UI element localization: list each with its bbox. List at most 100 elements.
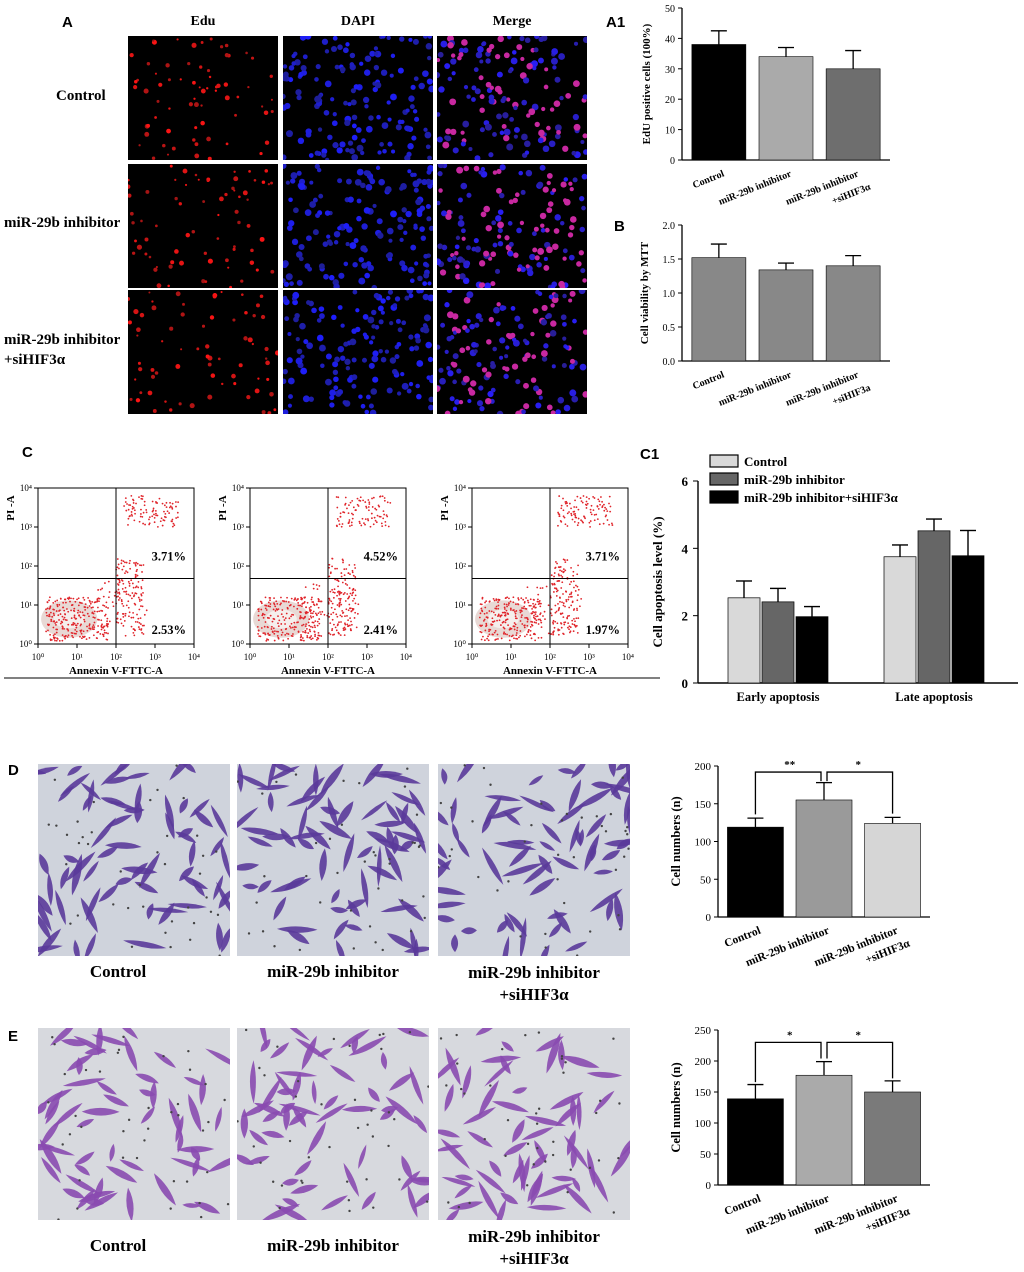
caption-d-control: Control	[89, 962, 147, 981]
significance-bracket	[754, 1041, 822, 1083]
transwell-image-control	[38, 764, 230, 956]
y-axis-label: Cell apoptosis level (%)	[650, 516, 665, 647]
fluorescence-image-edu-control	[128, 36, 278, 160]
x-tick-label: Late apoptosis	[895, 690, 973, 704]
x-tick-label: 10³	[149, 652, 161, 662]
transwell-image-e-inhibitor-sihif3a	[438, 1028, 630, 1220]
caption-e-control: Control	[89, 1236, 147, 1255]
x-tick-label: 10⁰	[244, 652, 257, 662]
quadrant-lower-percent: 1.97%	[586, 623, 620, 637]
y-tick-label: 10⁰	[231, 639, 244, 649]
x-tick-label: 10²	[322, 652, 334, 662]
x-tick-label: 10³	[361, 652, 373, 662]
x-tick-label: miR-29b inhibitor	[717, 168, 794, 207]
significance-mark: *	[856, 1029, 862, 1041]
quadrant-upper-percent: 3.71%	[152, 549, 186, 563]
x-tick-label: 10²	[544, 652, 556, 662]
caption-e-inhibitor: miR-29b inhibitor	[267, 1236, 399, 1255]
row-label-inhibitor: miR-29b inhibitor	[4, 215, 121, 231]
fluorescence-image-edu-inhibitor	[128, 164, 278, 288]
bar	[691, 257, 747, 362]
significance-mark: **	[784, 759, 796, 771]
y-tick-label: 10³	[232, 522, 244, 532]
x-axis-label: Annexin V-FTTC-A	[503, 665, 597, 677]
significance-bracket	[826, 1041, 894, 1079]
significance-bracket	[754, 771, 822, 815]
transwell-image-e-inhibitor	[237, 1028, 429, 1220]
bar	[727, 597, 761, 684]
bar	[795, 616, 829, 684]
fluorescence-image-merge-inhibitor	[437, 164, 587, 288]
y-tick-label: 10²	[454, 561, 466, 571]
row-label-inhibitor-sihif3a: miR-29b inhibitor +siHIF3α	[4, 332, 121, 368]
y-tick-label: 50	[700, 1149, 712, 1161]
quadrant-upper-percent: 4.52%	[364, 549, 398, 563]
x-tick-label: 10⁰	[32, 652, 45, 662]
quadrant-lower-percent: 2.53%	[152, 623, 186, 637]
y-tick-label: 0	[682, 676, 689, 691]
col-header-edu: Edu	[190, 14, 216, 29]
x-tick-label: miR-29b inhibitor	[784, 369, 861, 408]
y-axis-label: PI -A	[217, 495, 229, 520]
y-tick-label: 10⁰	[19, 639, 32, 649]
bar	[727, 826, 784, 918]
y-axis-label: PI -A	[5, 495, 17, 520]
y-tick-label: 10³	[20, 522, 32, 532]
chart-apoptosis: 0 2 4 6 Cell apoptosis level (%) Early apopto…	[650, 454, 1018, 704]
y-tick-label: 10¹	[20, 600, 32, 610]
bar	[795, 799, 853, 918]
x-tick-label: miR-29b inhibitor	[784, 168, 861, 207]
y-tick-label: 150	[695, 799, 712, 811]
y-axis-label: Cell numbers (n)	[669, 1062, 683, 1152]
legend-label: miR-29b inhibitor	[744, 472, 845, 487]
col-header-dapi: DAPI	[340, 14, 376, 29]
bar	[883, 556, 917, 684]
bar	[727, 1098, 784, 1186]
y-tick-label: 0	[670, 156, 675, 167]
x-tick-label: 10⁴	[188, 652, 200, 662]
y-tick-label: 200	[695, 761, 712, 773]
y-tick-label: 0.0	[663, 357, 676, 368]
x-tick-label: 10¹	[71, 652, 83, 662]
x-tick-label: Control	[723, 925, 763, 950]
y-tick-label: 1.5	[663, 255, 676, 266]
significance-bracket	[826, 771, 894, 814]
legend-label: miR-29b inhibitor+siHIF3α	[744, 490, 898, 505]
y-tick-label: 10⁰	[453, 639, 466, 649]
chart-edu-positive: 0 10 20 30 40 50 EdU positive cells (100%) Cont…	[641, 4, 890, 208]
panel-letter-a1: A1	[606, 14, 626, 31]
x-axis-label: Annexin V-FTTC-A	[69, 665, 163, 677]
panel-letter-b: B	[614, 218, 625, 235]
y-tick-label: 6	[682, 474, 689, 489]
fluorescence-image-dapi-inhibitor	[283, 164, 433, 288]
y-tick-label: 50	[665, 4, 675, 15]
panel-letter-d: D	[8, 762, 19, 779]
caption-d-inhibitor: miR-29b inhibitor	[267, 962, 399, 981]
bar	[864, 1091, 921, 1186]
panel-letter-a: A	[62, 14, 73, 31]
y-tick-label: 0.5	[663, 323, 676, 334]
caption-d-inhibitor-sihif3a: miR-29b inhibitor +siHIF3α	[468, 963, 600, 1004]
bar	[951, 555, 985, 684]
y-tick-label: 200	[695, 1056, 712, 1068]
x-tick-label: 10³	[583, 652, 595, 662]
y-tick-label: 100	[695, 1118, 712, 1130]
y-tick-label: 150	[695, 1087, 712, 1099]
row-label-control: Control	[56, 88, 106, 104]
y-tick-label: 2	[682, 609, 689, 624]
x-tick-label: Control	[723, 1193, 763, 1218]
x-tick-label: 10¹	[505, 652, 517, 662]
chart-cell-viability: 0.0 0.5 1.0 1.5 2.0 Cell viability by MTT Cont…	[639, 221, 890, 409]
x-tick-label: Control	[691, 169, 726, 192]
y-tick-label: 2.0	[663, 221, 676, 232]
y-tick-label: 10¹	[454, 600, 466, 610]
y-tick-label: 10³	[454, 522, 466, 532]
y-axis-label: Cell numbers (n)	[669, 796, 683, 886]
transwell-image-e-control	[38, 1028, 230, 1220]
y-tick-label: 50	[700, 874, 712, 886]
y-tick-label: 10²	[232, 561, 244, 571]
x-tick-label: 10⁴	[400, 652, 412, 662]
fluorescence-image-dapi-control	[283, 36, 433, 160]
